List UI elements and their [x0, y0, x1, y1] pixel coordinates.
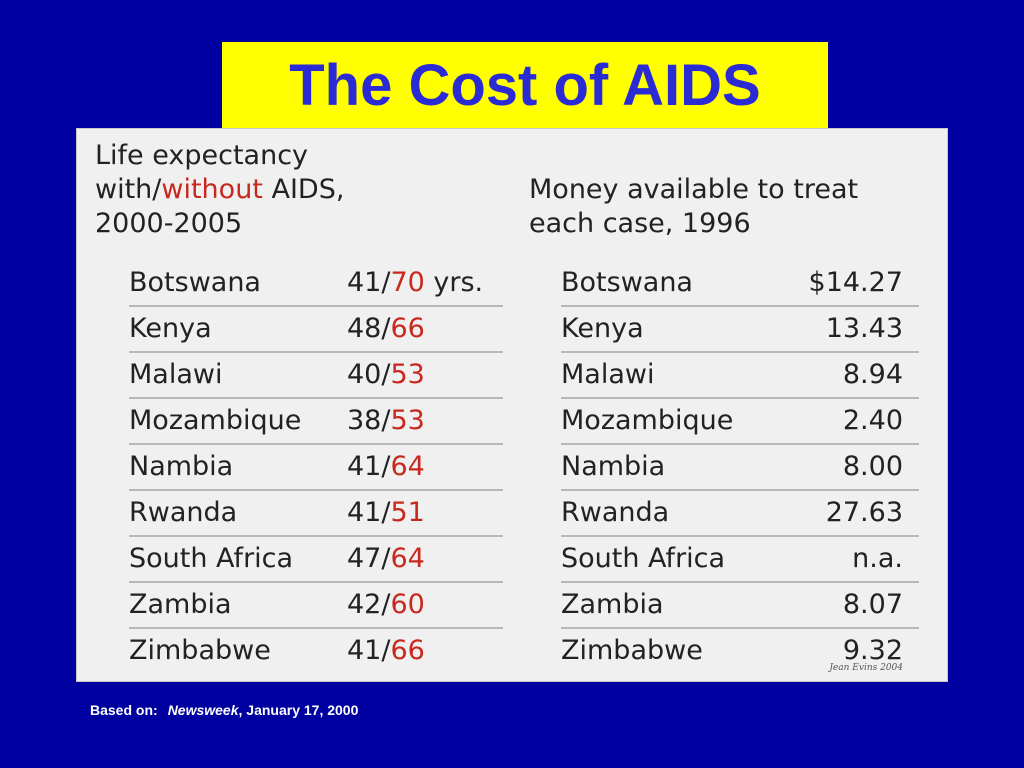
money-amount: 27.63: [825, 497, 903, 528]
country-name: Malawi: [561, 359, 655, 390]
life-expectancy-value: 40/53: [347, 359, 425, 390]
country-name: Kenya: [129, 313, 212, 344]
unit-suffix: yrs.: [424, 267, 484, 298]
country-name: Botswana: [561, 267, 693, 298]
life-heading-line2: with/without AIDS,: [95, 173, 344, 207]
life-expectancy-value: 41/64: [347, 451, 425, 482]
table-row: Botswana $14.27: [561, 261, 919, 307]
title-banner: The Cost of AIDS: [222, 42, 828, 128]
life-heading-aids: AIDS,: [262, 174, 345, 205]
table-row: Nambia 41/64: [129, 445, 503, 491]
money-amount: 2.40: [842, 405, 903, 436]
without-aids-value: 64: [390, 543, 425, 574]
table-row: Botswana 41/70 yrs.: [129, 261, 503, 307]
country-name: Mozambique: [561, 405, 734, 436]
life-expectancy-value: 41/70 yrs.: [347, 267, 484, 298]
source-publication: Newsweek: [167, 702, 239, 718]
money-heading: Money available to treat each case, 1996: [529, 173, 858, 241]
table-row: Zimbabwe 9.32: [561, 629, 919, 675]
country-name: Zambia: [129, 589, 232, 620]
with-aids-value: 41: [347, 451, 382, 482]
money-amount: $14.27: [808, 267, 903, 298]
table-row: Nambia 8.00: [561, 445, 919, 491]
life-expectancy-value: 41/66: [347, 635, 425, 666]
country-name: Nambia: [561, 451, 666, 482]
table-row: Malawi 40/53: [129, 353, 503, 399]
without-aids-value: 53: [390, 359, 425, 390]
source-label: Based on:: [90, 702, 158, 718]
with-aids-value: 48: [347, 313, 382, 344]
table-row: Kenya 48/66: [129, 307, 503, 353]
country-name: Botswana: [129, 267, 261, 298]
table-row: South Africa 47/64: [129, 537, 503, 583]
table-row: Rwanda 41/51: [129, 491, 503, 537]
without-aids-value: 66: [390, 313, 425, 344]
money-heading-line2: each case, 1996: [529, 208, 751, 239]
without-aids-value: 60: [390, 589, 425, 620]
without-aids-value: 64: [390, 451, 425, 482]
life-heading-line1: Life expectancy: [95, 140, 309, 171]
with-aids-value: 40: [347, 359, 382, 390]
country-name: Nambia: [129, 451, 234, 482]
without-aids-value: 51: [390, 497, 425, 528]
money-amount: 8.94: [842, 359, 903, 390]
source-citation: Based on: Newsweek, January 17, 2000: [90, 702, 358, 718]
life-expectancy-value: 48/66: [347, 313, 425, 344]
life-heading-without: without: [161, 174, 263, 205]
country-name: Zimbabwe: [561, 635, 703, 666]
table-row: Rwanda 27.63: [561, 491, 919, 537]
table-row: Zambia 8.07: [561, 583, 919, 629]
table-row: Mozambique 2.40: [561, 399, 919, 445]
country-name: South Africa: [129, 543, 294, 574]
without-aids-value: 66: [390, 635, 425, 666]
money-amount: 8.00: [842, 451, 903, 482]
with-aids-value: 47: [347, 543, 382, 574]
country-name: Zambia: [561, 589, 664, 620]
content-panel: Life expectancy with/without AIDS, 2000-…: [76, 128, 948, 682]
country-name: Rwanda: [129, 497, 238, 528]
table-row: Mozambique 38/53: [129, 399, 503, 445]
country-name: South Africa: [561, 543, 726, 574]
life-expectancy-table: Botswana 41/70 yrs. Kenya 48/66 Malawi 40/53 M…: [129, 261, 503, 675]
with-aids-value: 38: [347, 405, 382, 436]
life-expectancy-value: 47/64: [347, 543, 425, 574]
without-aids-value: 53: [390, 405, 425, 436]
source-date: , January 17, 2000: [238, 702, 359, 718]
table-row: Zimbabwe 41/66: [129, 629, 503, 675]
with-aids-value: 41: [347, 635, 382, 666]
money-amount: 9.32: [842, 635, 903, 666]
with-aids-value: 41: [347, 497, 382, 528]
with-aids-value: 41: [347, 267, 382, 298]
country-name: Malawi: [129, 359, 223, 390]
money-amount: n.a.: [852, 543, 903, 574]
life-expectancy-value: 41/51: [347, 497, 425, 528]
money-amount: 13.43: [825, 313, 903, 344]
country-name: Zimbabwe: [129, 635, 271, 666]
money-table: Botswana $14.27 Kenya 13.43 Malawi 8.94 Mozamb…: [561, 261, 919, 675]
life-heading-with: with/: [95, 174, 162, 205]
table-row: South Africa n.a.: [561, 537, 919, 583]
without-aids-value: 70: [390, 267, 425, 298]
country-name: Kenya: [561, 313, 644, 344]
life-expectancy-value: 42/60: [347, 589, 425, 620]
table-row: Kenya 13.43: [561, 307, 919, 353]
life-heading-line3: 2000-2005: [95, 208, 243, 239]
country-name: Mozambique: [129, 405, 302, 436]
money-amount: 8.07: [842, 589, 903, 620]
money-heading-line1: Money available to treat: [529, 174, 859, 205]
life-expectancy-heading: Life expectancy with/without AIDS, 2000-…: [95, 139, 344, 241]
life-expectancy-value: 38/53: [347, 405, 425, 436]
country-name: Rwanda: [561, 497, 670, 528]
table-row: Zambia 42/60: [129, 583, 503, 629]
table-row: Malawi 8.94: [561, 353, 919, 399]
author-signature: Jean Evins 2004: [829, 663, 903, 673]
page-title: The Cost of AIDS: [289, 52, 761, 118]
with-aids-value: 42: [347, 589, 382, 620]
